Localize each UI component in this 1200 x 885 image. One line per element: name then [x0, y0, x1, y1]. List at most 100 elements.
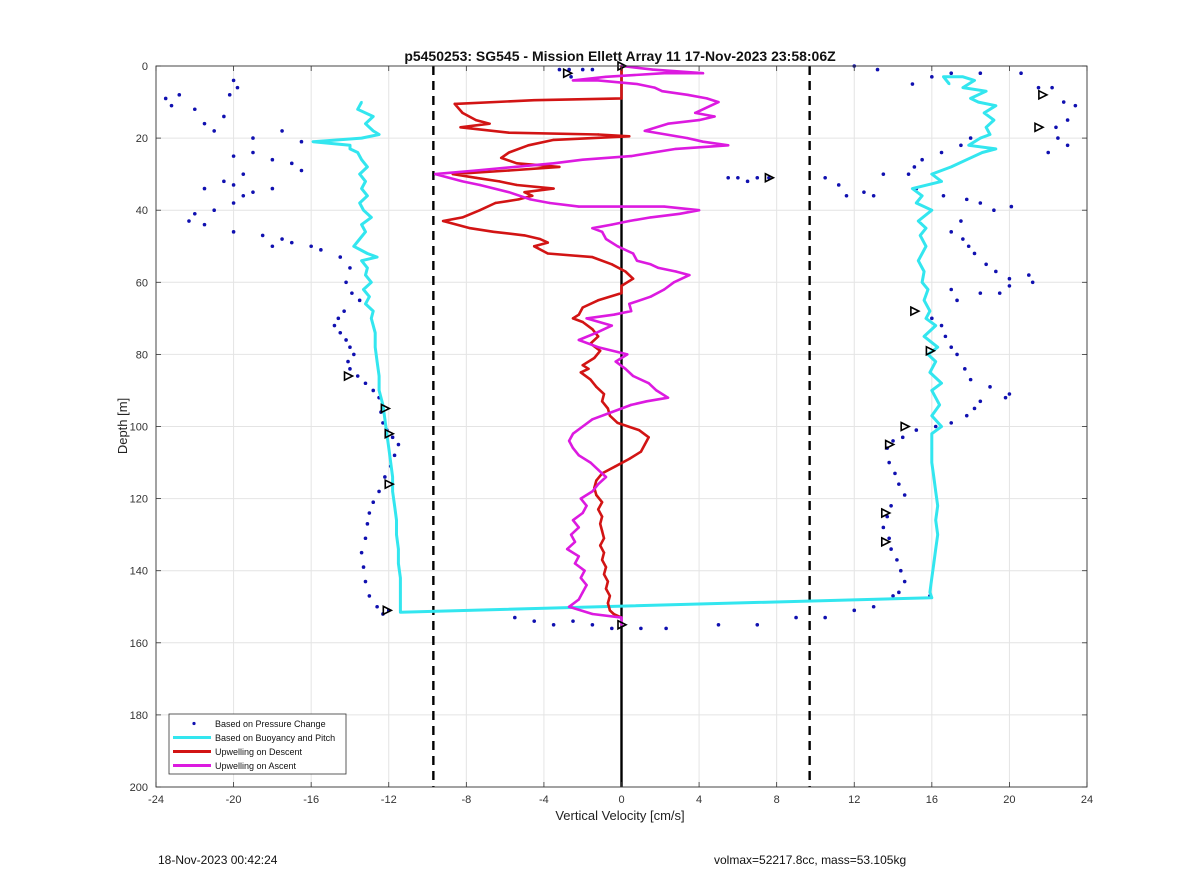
series-point [593, 356, 596, 360]
series-point [655, 389, 658, 392]
pressure-change-point [610, 626, 614, 631]
series-point [930, 461, 934, 464]
pressure-change-point [187, 219, 191, 223]
series-point [567, 439, 571, 443]
pressure-change-point [280, 129, 284, 133]
series-point [527, 144, 530, 147]
pressure-change-point [350, 291, 354, 295]
series-point [569, 533, 573, 536]
pressure-change-point [571, 619, 575, 623]
pressure-change-point [1007, 392, 1012, 396]
series-point [461, 180, 464, 183]
series-point [571, 446, 575, 450]
series-point [474, 169, 478, 172]
series-point [348, 147, 352, 151]
series-point [360, 259, 363, 262]
series-point [360, 100, 363, 104]
series-point [579, 576, 582, 580]
series-point [992, 118, 996, 122]
pressure-change-point [891, 439, 895, 443]
x-tick-label: 24 [1081, 794, 1093, 806]
series-point [517, 198, 520, 201]
series-point [546, 241, 549, 244]
series-point [366, 252, 369, 255]
series-point [498, 180, 501, 183]
pressure-change-point [862, 190, 866, 194]
series-point [362, 209, 365, 212]
series-point [932, 475, 935, 479]
pressure-change-point [891, 594, 895, 598]
series-point [965, 158, 968, 161]
pressure-change-point [794, 615, 798, 620]
pressure-change-point [844, 193, 849, 198]
series-point [546, 252, 549, 255]
series-point [358, 201, 361, 205]
series-point [604, 75, 608, 79]
pressure-change-point [943, 334, 948, 339]
series-point [571, 519, 575, 522]
pressure-change-point [348, 345, 352, 349]
series-based-on-buoyancy-and-pitch [311, 75, 998, 614]
footer-vessel-info: volmax=52217.8cc, mass=53.105kg [714, 853, 907, 867]
series-point [399, 591, 402, 594]
series-point [653, 86, 656, 89]
series-point [577, 598, 581, 601]
series-point [597, 335, 600, 338]
series-point [672, 281, 676, 284]
series-point [624, 367, 627, 371]
series-point [674, 270, 678, 273]
series-point [358, 172, 361, 176]
pressure-change-point [1056, 136, 1060, 140]
series-point [585, 504, 588, 508]
pressure-change-point [299, 168, 304, 173]
series-point [399, 610, 402, 614]
series-point [920, 194, 924, 197]
series-point [597, 79, 600, 82]
series-point [360, 136, 363, 140]
y-tick-label: 100 [130, 422, 148, 434]
pressure-change-point [978, 399, 983, 404]
pressure-change-point [736, 175, 740, 180]
pressure-change-point [557, 67, 562, 72]
series-point [375, 360, 379, 363]
series-point [372, 115, 375, 118]
pressure-change-point [222, 114, 226, 119]
series-point [981, 151, 984, 154]
series-point [606, 407, 610, 410]
chart-title: p5450253: SG545 - Mission Ellett Array 1… [404, 48, 836, 64]
pressure-change-point [997, 291, 1002, 295]
pressure-change-point [897, 482, 901, 486]
pressure-change-point [887, 460, 891, 465]
pressure-change-point [895, 558, 899, 562]
series-point [461, 216, 464, 219]
pressure-change-point [1061, 100, 1066, 104]
y-tick-label: 200 [130, 782, 148, 794]
series-point [383, 418, 387, 421]
pressure-change-point [871, 193, 876, 198]
series-point [370, 317, 373, 320]
series-point [352, 245, 356, 248]
series-point [649, 263, 652, 266]
x-tick-label: -4 [539, 794, 549, 806]
series-point [701, 140, 705, 143]
series-point [577, 205, 581, 208]
series-point [614, 360, 617, 363]
triangle-marker [1034, 121, 1045, 133]
series-line [433, 64, 730, 625]
series-point [616, 245, 619, 248]
pressure-change-point [899, 568, 903, 573]
pressure-change-point [972, 251, 977, 256]
series-point [934, 324, 937, 327]
series-point [924, 317, 928, 320]
pressure-change-point [371, 388, 376, 393]
pressure-change-point [192, 107, 197, 112]
series-point [628, 302, 631, 306]
pressure-change-point [231, 230, 236, 234]
pressure-change-point [881, 525, 886, 530]
series-point [474, 118, 478, 122]
series-point [926, 288, 930, 291]
series-point [507, 169, 511, 172]
series-point [629, 403, 633, 407]
triangle-marker [884, 439, 896, 450]
series-point [366, 194, 369, 197]
